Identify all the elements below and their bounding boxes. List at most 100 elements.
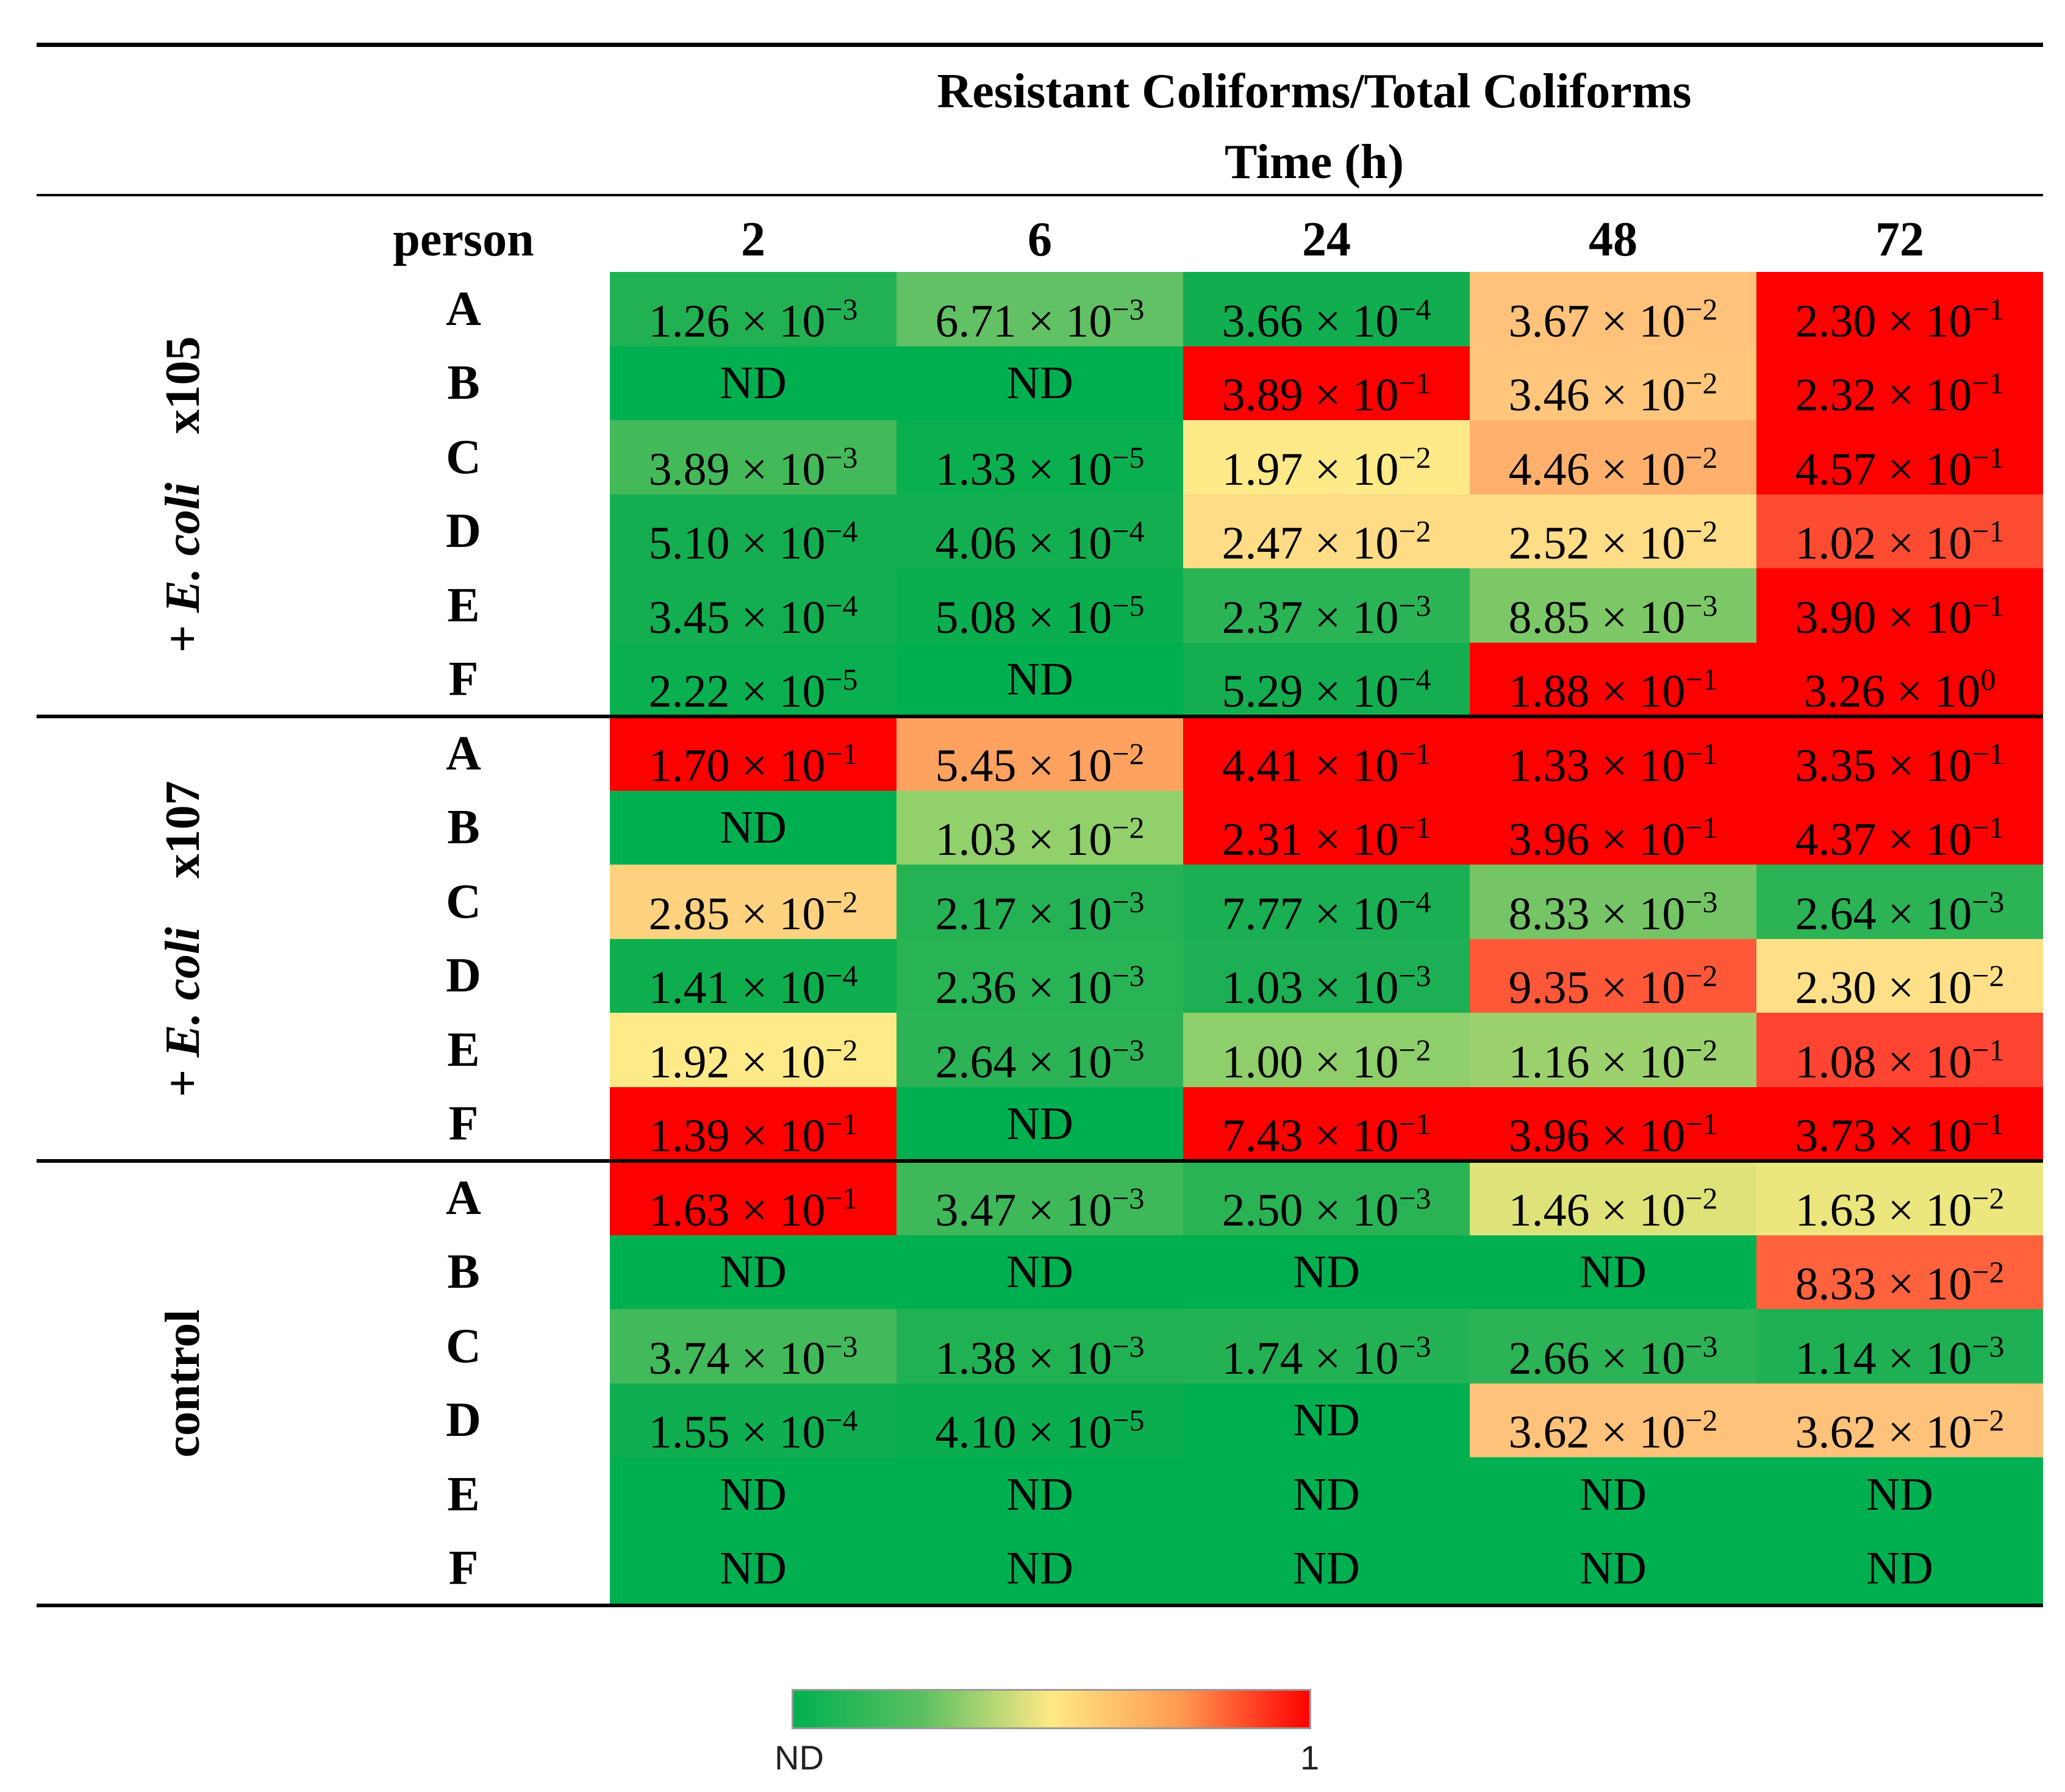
cell-value: 1.08 × 10 [1795, 1037, 1972, 1088]
column-header-48: 48 [1589, 213, 1637, 266]
cell-exponent: −1 [1972, 514, 2005, 548]
cell-exponent: −4 [1398, 885, 1431, 919]
cell-value: ND [1006, 1246, 1073, 1298]
heatmap-cell: ND [1470, 1457, 1756, 1532]
cell-exponent: −2 [1685, 958, 1718, 993]
cell-value: ND [720, 1469, 787, 1520]
heatmap-cell: 1.03 × 10−2 [897, 791, 1183, 865]
person-label: C [446, 1319, 481, 1373]
cell-value: 1.33 × 10 [935, 444, 1112, 495]
person-label: E [447, 1023, 480, 1077]
heatmap-cell: ND [610, 1532, 897, 1605]
cell-value: 7.43 × 10 [1222, 1110, 1399, 1162]
column-header-72: 72 [1875, 213, 1924, 266]
cell-value: 4.46 × 10 [1508, 444, 1686, 495]
heatmap-cell: 1.38 × 10−3 [897, 1309, 1183, 1384]
cell-exponent: −2 [1398, 1033, 1431, 1067]
heatmap-cell: 2.64 × 10−3 [1756, 865, 2043, 940]
cell-value: 2.52 × 10 [1508, 518, 1686, 569]
cell-exponent: −1 [1685, 810, 1718, 844]
heatmap-cell: 5.10 × 10−4 [610, 494, 897, 569]
cell-exponent: −3 [1398, 588, 1431, 623]
heatmap-cell: 2.52 × 10−2 [1470, 494, 1756, 569]
heatmap-cell: 4.06 × 10−4 [897, 494, 1183, 569]
heatmap-cell: 1.33 × 10−5 [897, 420, 1183, 495]
cell-value: 1.55 × 10 [648, 1407, 826, 1458]
heatmap-cell: 2.36 × 10−3 [897, 939, 1183, 1013]
heatmap-cell: 5.29 × 10−4 [1183, 643, 1470, 717]
cell-value: 2.66 × 10 [1508, 1333, 1686, 1384]
group-label-organism: E. coli [156, 927, 210, 1057]
cell-exponent: −1 [825, 1107, 858, 1141]
heatmap-cell: 1.39 × 10−1 [610, 1087, 897, 1162]
cell-exponent: −1 [825, 1181, 858, 1215]
heatmap-cell: 4.37 × 10−1 [1756, 791, 2043, 865]
cell-exponent: −1 [1972, 1033, 2005, 1067]
cell-value: 1.02 × 10 [1795, 518, 1972, 569]
cell-exponent: −4 [1398, 662, 1431, 696]
cell-exponent: −5 [825, 662, 858, 696]
heatmap-cell: 2.66 × 10−3 [1470, 1309, 1756, 1384]
cell-exponent: −1 [1685, 737, 1718, 771]
cell-value: 3.66 × 10 [1222, 296, 1399, 347]
heatmap-cell: 2.17 × 10−3 [897, 865, 1183, 940]
heatmap-cell: ND [897, 643, 1183, 716]
cell-value: 1.39 × 10 [648, 1110, 826, 1162]
heatmap-cell: 2.50 × 10−3 [1183, 1161, 1470, 1236]
cell-value: 1.46 × 10 [1508, 1185, 1686, 1236]
person-label: A [446, 727, 481, 780]
column-header-24: 24 [1302, 213, 1351, 266]
cell-value: 1.70 × 10 [648, 740, 826, 791]
heatmap-cell: 9.35 × 10−2 [1470, 939, 1756, 1013]
cell-value: ND [1866, 1469, 1933, 1520]
group-separator-rule [37, 1159, 2043, 1163]
cell-exponent: −2 [1685, 1033, 1718, 1067]
heatmap-cell: 7.77 × 10−4 [1183, 865, 1470, 940]
cell-exponent: −2 [1972, 1403, 2005, 1437]
cell-value: 1.38 × 10 [935, 1333, 1112, 1384]
color-scale-bar [792, 1689, 1311, 1729]
cell-exponent: −1 [1398, 1107, 1431, 1141]
cell-value: 3.35 × 10 [1795, 740, 1972, 791]
bottom-rule [37, 1604, 2043, 1607]
cell-exponent: −3 [1398, 1329, 1431, 1363]
heatmap-cell: ND [1756, 1532, 2043, 1605]
cell-value: 2.36 × 10 [935, 962, 1112, 1013]
heatmap-cell: ND [610, 791, 897, 865]
cell-value: 1.63 × 10 [1795, 1185, 1972, 1236]
heatmap-cell: ND [1183, 1235, 1470, 1309]
heatmap-cell: 1.63 × 10−2 [1756, 1161, 2043, 1236]
cell-exponent: −1 [1972, 366, 2005, 400]
cell-value: 3.47 × 10 [935, 1185, 1112, 1236]
group-label-text: x107 [156, 780, 210, 879]
heatmap-cell: ND [610, 346, 897, 420]
heatmap-cell: 1.16 × 10−2 [1470, 1013, 1756, 1088]
cell-value: ND [720, 1543, 787, 1594]
cell-value: 3.89 × 10 [1222, 369, 1399, 421]
cell-exponent: −2 [1112, 810, 1145, 844]
heatmap-cell: ND [897, 1532, 1183, 1605]
cell-value: 1.63 × 10 [648, 1185, 826, 1236]
heatmap-cell: 2.37 × 10−3 [1183, 568, 1470, 643]
cell-exponent: −4 [825, 514, 858, 548]
cell-exponent: −5 [1112, 1403, 1145, 1437]
group-label-text: x105 [156, 336, 210, 434]
cell-value: 2.31 × 10 [1222, 814, 1399, 865]
heatmap-cell: 1.00 × 10−2 [1183, 1013, 1470, 1088]
cell-value: 2.64 × 10 [935, 1037, 1112, 1088]
cell-value: 3.90 × 10 [1795, 592, 1972, 643]
heatmap-cell: 3.73 × 10−1 [1756, 1087, 2043, 1162]
cell-value: ND [1006, 654, 1073, 705]
cell-value: ND [1293, 1246, 1360, 1298]
cell-exponent: −3 [1685, 588, 1718, 623]
cell-exponent: −3 [825, 292, 858, 326]
cell-value: 2.50 × 10 [1222, 1185, 1399, 1236]
heatmap-cell: 1.46 × 10−2 [1470, 1161, 1756, 1236]
heatmap-cell: 3.67 × 10−2 [1470, 272, 1756, 347]
heatmap-cell: ND [1756, 1457, 2043, 1532]
cell-value: 4.06 × 10 [935, 518, 1112, 569]
heatmap-cell: 1.03 × 10−3 [1183, 939, 1470, 1013]
heatmap-cell: 3.90 × 10−1 [1756, 568, 2043, 643]
cell-value: 3.45 × 10 [648, 592, 826, 643]
heatmap-cell: 2.47 × 10−2 [1183, 494, 1470, 569]
